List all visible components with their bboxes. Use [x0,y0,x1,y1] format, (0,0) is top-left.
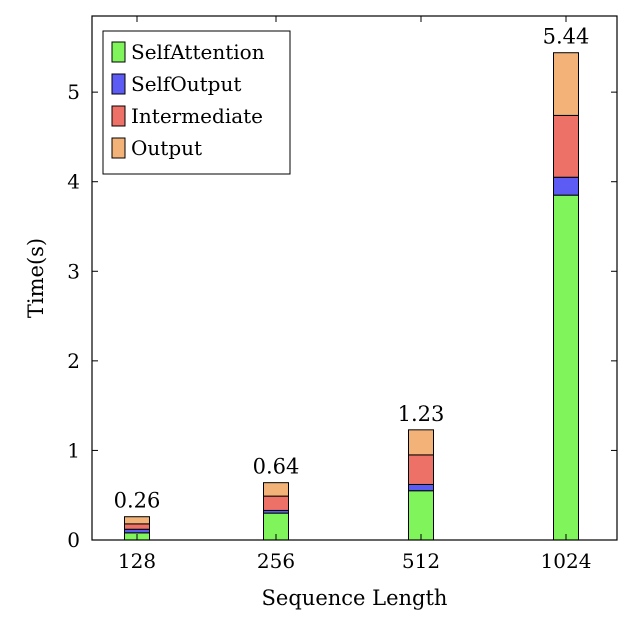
bar-segment-selfoutput-1024 [553,176,579,196]
y-tick-label: 4 [67,170,80,194]
bar-segment-output-512 [408,429,434,456]
x-axis-title: Sequence Length [262,586,448,610]
y-tick-label: 3 [67,259,80,283]
total-label-1024: 5.44 [543,25,590,49]
total-label-512: 1.23 [398,402,445,426]
y-tick-label: 2 [67,349,80,373]
bar-segment-selfattention-512 [408,490,434,541]
x-tick-label-256: 256 [257,549,295,573]
plot-frame [91,15,618,541]
axis-ticks: 0 1 2 3 4 5 128 256 512 1024 [67,16,617,573]
bar-segment-output-1024 [553,52,579,116]
legend-swatch-selfattention [111,41,126,63]
legend-box [102,30,291,175]
legend: SelfAttention SelfOutput Intermediate Outpu… [102,30,291,175]
legend-label-selfoutput: SelfOutput [131,72,241,96]
x-tick-label-128: 128 [118,549,156,573]
total-label-256: 0.64 [253,455,300,479]
bar-segment-intermediate-256 [263,495,289,511]
bar-segment-output-128 [124,516,150,525]
bar-segment-selfoutput-512 [408,483,434,492]
bar-segment-intermediate-512 [408,454,434,485]
total-label-128: 0.26 [114,489,161,513]
bar-segment-intermediate-1024 [553,114,579,178]
legend-swatch-intermediate [111,105,126,127]
bar-segment-selfoutput-128 [124,528,150,534]
x-tick-label-1024: 1024 [541,549,592,573]
y-tick-label: 1 [67,438,80,462]
legend-swatch-selfoutput [111,73,126,95]
total-labels: 0.26 0.64 1.23 5.44 [114,25,590,513]
legend-label-output: Output [131,136,202,160]
bar-segment-output-256 [263,482,289,497]
x-tick-label-512: 512 [402,549,440,573]
legend-label-intermediate: Intermediate [131,104,263,128]
legend-swatch-output [111,137,126,159]
bar-segment-intermediate-128 [124,523,150,530]
y-tick-label: 5 [67,80,80,104]
y-axis-title: Time(s) [24,238,48,318]
legend-label-selfattention: SelfAttention [131,40,265,64]
y-tick-label: 0 [67,528,80,552]
bar-segment-selfattention-1024 [553,194,579,541]
